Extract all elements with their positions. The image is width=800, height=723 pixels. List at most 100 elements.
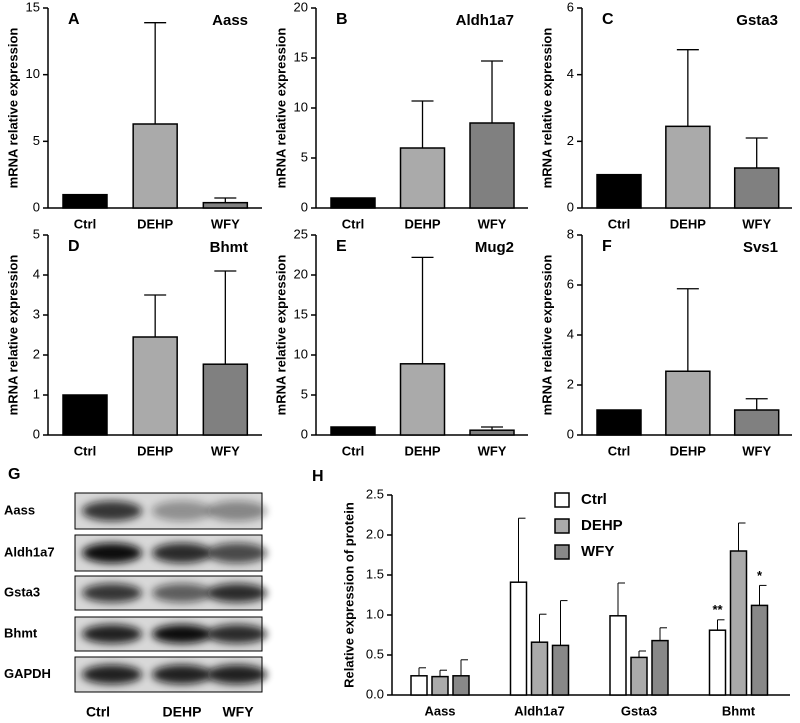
y-tick-label: 0 (33, 426, 40, 441)
blot-band (207, 500, 267, 522)
blot-band (207, 624, 267, 644)
blot-band (207, 542, 267, 564)
y-tick-label: 0 (301, 426, 308, 441)
x-tick-label: WFY (742, 216, 771, 231)
y-tick-label: 5 (33, 226, 40, 241)
y-tick-label: 4 (567, 326, 574, 341)
bar (651, 639, 669, 696)
legend-swatch (554, 518, 570, 534)
blot-band (82, 664, 142, 685)
bar (62, 394, 108, 436)
x-tick-label: Ctrl (74, 216, 96, 231)
legend-label: DEHP (581, 517, 623, 534)
y-tick-label: 0 (567, 426, 574, 441)
bar (62, 193, 108, 209)
x-tick-label: WFY (478, 216, 507, 231)
blot-band (207, 664, 267, 685)
blot-band (152, 500, 212, 522)
y-tick-label: 2.0 (366, 526, 384, 541)
bar (469, 429, 515, 436)
y-tick-label: 2.5 (366, 486, 384, 501)
y-tick-label: 15 (294, 306, 308, 321)
annotation: ** (712, 602, 723, 617)
x-tick-label: Ctrl (342, 443, 364, 458)
x-tick-label: WFY (211, 216, 240, 231)
panel-title: Gsta3 (736, 12, 778, 29)
x-tick-label: DEHP (670, 216, 706, 231)
blot-row-label: Bhmt (4, 625, 38, 640)
legend-swatch (554, 492, 570, 508)
panel-label: A (68, 11, 80, 28)
y-tick-label: 0.0 (366, 686, 384, 701)
y-axis-label: mRNA relative expression (273, 255, 288, 416)
blot-row-label: Aldh1a7 (4, 544, 55, 559)
legend-label: WFY (581, 543, 614, 560)
legend-swatch (554, 544, 570, 560)
blot-row-label: GAPDH (4, 666, 51, 681)
y-tick-label: 2 (567, 376, 574, 391)
y-tick-label: 10 (294, 346, 308, 361)
y-tick-label: 6 (567, 276, 574, 291)
panel-title: Bhmt (210, 239, 248, 256)
legend-label: Ctrl (581, 491, 607, 508)
panel-title: Aass (212, 12, 248, 29)
y-tick-label: 1 (33, 386, 40, 401)
y-axis-label: mRNA relative expression (5, 255, 20, 416)
y-tick-label: 20 (294, 0, 308, 14)
y-tick-label: 25 (294, 226, 308, 241)
y-tick-label: 6 (567, 0, 574, 14)
blot-row-label: Aass (4, 502, 35, 517)
bar (530, 641, 549, 696)
x-tick-label: WFY (478, 443, 507, 458)
blot-column-label: WFY (222, 704, 254, 720)
bar (399, 147, 446, 209)
y-tick-label: 1.0 (366, 606, 384, 621)
panel-label: G (8, 466, 20, 483)
bar (609, 615, 627, 696)
bar (733, 409, 780, 436)
y-tick-label: 5 (301, 386, 308, 401)
bar (202, 363, 249, 436)
blot-column-label: DEHP (163, 704, 202, 720)
panel-label: H (312, 468, 324, 485)
x-tick-label: Gsta3 (621, 703, 657, 718)
panel-label: D (68, 238, 80, 255)
bar (431, 675, 449, 696)
bar (665, 125, 711, 209)
bar (330, 426, 376, 436)
y-tick-label: 2 (567, 133, 574, 148)
y-axis-label: mRNA relative expression (273, 28, 288, 189)
annotation: * (757, 568, 763, 583)
y-axis-label: mRNA relative expression (539, 255, 554, 416)
blot-band (82, 542, 142, 564)
y-tick-label: 0 (33, 199, 40, 214)
y-tick-label: 10 (26, 66, 40, 81)
y-tick-label: 0 (567, 199, 574, 214)
y-tick-label: 5 (301, 149, 308, 164)
bar (729, 550, 748, 696)
bar (410, 675, 428, 696)
x-tick-label: WFY (211, 443, 240, 458)
y-tick-label: 2 (33, 346, 40, 361)
y-tick-label: 5 (33, 133, 40, 148)
x-tick-label: DEHP (404, 216, 440, 231)
bar (469, 122, 515, 209)
x-tick-label: WFY (742, 443, 771, 458)
bar (399, 363, 446, 436)
x-tick-label: DEHP (670, 443, 706, 458)
x-tick-label: DEHP (137, 443, 173, 458)
blot-band (152, 542, 212, 564)
x-tick-label: Bhmt (722, 703, 756, 718)
y-tick-label: 0.5 (366, 646, 384, 661)
x-tick-label: Ctrl (74, 443, 96, 458)
bar (665, 370, 711, 436)
x-tick-label: Aldh1a7 (514, 703, 565, 718)
y-tick-label: 15 (294, 49, 308, 64)
bar (452, 675, 470, 696)
y-axis-label: Relative expression of protein (341, 502, 356, 688)
x-tick-label: Ctrl (608, 216, 630, 231)
x-tick-label: Ctrl (342, 216, 364, 231)
blot-band (152, 583, 212, 603)
y-tick-label: 10 (294, 99, 308, 114)
